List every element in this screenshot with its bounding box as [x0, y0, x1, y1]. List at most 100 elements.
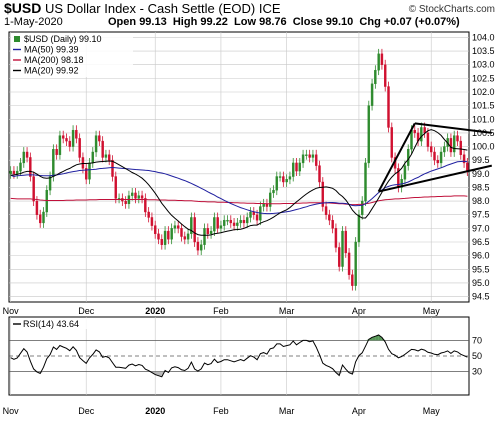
open-label: Open	[108, 16, 137, 28]
price-y-tick: 94.5	[472, 292, 490, 302]
price-y-tick: 100.0	[472, 142, 495, 152]
candle-body	[84, 168, 88, 180]
price-x-tick: Dec	[78, 306, 95, 316]
high-label: High	[172, 16, 198, 28]
symbol: $USD	[4, 0, 42, 16]
candle-body	[209, 230, 213, 235]
candle-body	[328, 214, 331, 221]
candle-body	[272, 189, 275, 194]
price-x-tick: Apr	[352, 306, 366, 316]
candle-body	[61, 135, 65, 139]
candle-body	[81, 157, 85, 169]
candle-body	[360, 200, 364, 215]
rsi-legend-bg	[11, 318, 89, 329]
candle-body	[466, 162, 469, 172]
candle-body	[232, 222, 236, 226]
candle-body	[242, 219, 246, 224]
rsi-y-tick: 30	[472, 367, 482, 377]
candle-body	[140, 195, 144, 199]
candle-body	[282, 176, 285, 183]
candle-body	[58, 135, 62, 155]
close-label: Close	[292, 16, 323, 28]
price-legend-entry: MA(50) 99.39	[24, 45, 79, 55]
candle-body	[147, 211, 150, 218]
instrument-name: US Dollar Index - Cash Settle (EOD)	[44, 1, 256, 16]
candle-body	[170, 228, 173, 240]
candle-body	[153, 225, 157, 235]
legend-swatch-price	[14, 36, 20, 42]
candle-body	[196, 241, 200, 251]
price-y-tick: 101.0	[472, 114, 495, 124]
high-value: 99.22	[200, 16, 228, 28]
rsi-x-tick: Feb	[213, 406, 229, 416]
candle-body	[285, 179, 288, 183]
candle-body	[262, 203, 265, 207]
candle-body	[387, 86, 390, 128]
price-y-tick: 100.5	[472, 128, 495, 138]
candle-body	[367, 105, 371, 164]
triangle-left-side	[377, 122, 416, 193]
candle-body	[176, 225, 180, 229]
candle-body	[222, 219, 226, 226]
candle-body	[334, 228, 338, 248]
candle-body	[433, 151, 436, 161]
candle-body	[439, 151, 443, 164]
candle-body	[124, 200, 127, 205]
candle-body	[190, 217, 193, 235]
price-y-tick: 103.5	[472, 46, 495, 56]
candle-body	[311, 154, 315, 158]
candle-body	[157, 233, 160, 240]
candle-body	[29, 157, 32, 177]
candle-body	[452, 135, 456, 153]
price-x-tick: May	[423, 306, 441, 316]
change-label: Chg	[359, 16, 381, 28]
candle-body	[65, 138, 68, 142]
candle-body	[252, 211, 256, 215]
candle-body	[167, 230, 170, 240]
candle-body	[331, 219, 334, 229]
ma20-line	[10, 129, 468, 236]
candle-body	[160, 239, 164, 245]
candle-body	[370, 83, 374, 106]
candle-body	[341, 230, 344, 267]
candle-body	[354, 241, 357, 286]
price-y-tick: 95.5	[472, 264, 490, 274]
price-y-tick: 95.0	[472, 278, 490, 288]
candle-body	[449, 138, 453, 153]
candle-body	[88, 162, 91, 180]
candle-body	[420, 127, 423, 142]
candle-body	[344, 230, 348, 254]
candle-body	[183, 236, 187, 240]
price-x-tick: Mar	[279, 306, 295, 316]
candle-body	[308, 154, 311, 158]
candle-body	[390, 127, 394, 158]
candle-body	[275, 176, 279, 191]
rsi-x-tick: Mar	[279, 406, 295, 416]
candle-body	[318, 165, 321, 183]
chart-title: $USD US Dollar Index - Cash Settle (EOD)…	[4, 0, 281, 16]
candle-body	[114, 176, 118, 199]
candle-body	[383, 64, 387, 87]
rsi-x-tick: 2020	[145, 406, 165, 416]
price-legend-entry: MA(20) 99.92	[24, 66, 79, 76]
candle-body	[351, 274, 354, 286]
candle-body	[255, 214, 259, 221]
candle-body	[226, 219, 229, 222]
candle-body	[15, 170, 19, 175]
candle-body	[101, 140, 104, 158]
candle-body	[321, 181, 325, 207]
candle-body	[203, 228, 206, 245]
candle-body	[42, 211, 45, 224]
price-y-tick: 99.5	[472, 155, 490, 165]
rsi-x-tick: Dec	[78, 406, 95, 416]
close-value: 99.10	[325, 16, 354, 28]
candle-body	[291, 162, 295, 177]
candle-body	[19, 162, 22, 172]
candle-body	[78, 138, 81, 158]
candle-body	[55, 149, 58, 155]
rsi-y-tick: 50	[472, 351, 482, 361]
price-y-tick: 102.0	[472, 87, 495, 97]
price-x-tick: Feb	[213, 306, 229, 316]
candle-body	[163, 230, 167, 245]
